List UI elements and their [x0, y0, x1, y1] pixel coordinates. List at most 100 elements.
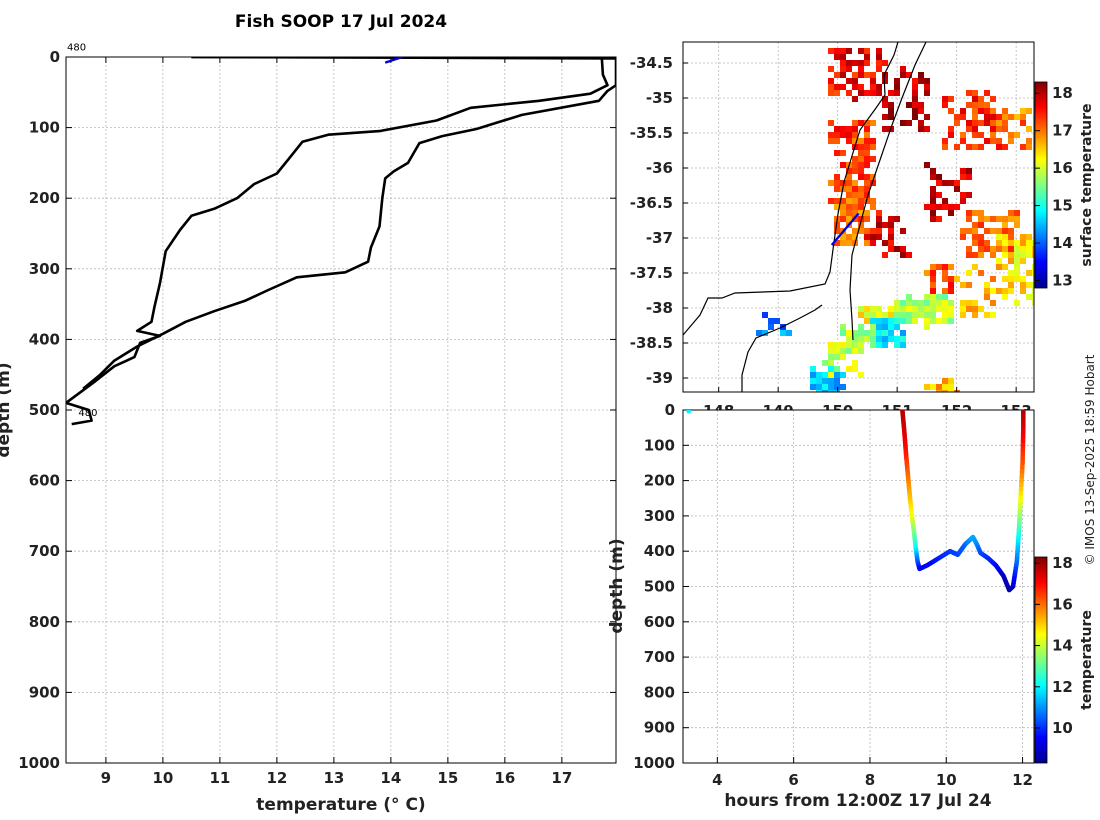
- sst-cell: [870, 138, 876, 144]
- sst-cell: [1002, 126, 1008, 132]
- sst-cell: [936, 204, 942, 210]
- sst-cell: [948, 390, 954, 392]
- sst-cell: [834, 384, 840, 390]
- sst-cell: [858, 336, 864, 342]
- sst-cell: [972, 144, 978, 150]
- x-tick-label: 4: [712, 771, 722, 789]
- sst-cell: [960, 174, 966, 180]
- section-series: [686, 410, 1026, 593]
- sst-cell: [768, 318, 774, 324]
- y-tick-label: 800: [644, 683, 675, 701]
- sst-cell: [882, 318, 888, 324]
- sst-cell: [960, 312, 966, 318]
- sst-cell: [852, 72, 858, 78]
- sst-cell: [912, 300, 918, 306]
- sst-cell: [960, 132, 966, 138]
- sst-cell: [1026, 138, 1032, 144]
- sst-cell: [858, 342, 864, 348]
- sst-cell: [1014, 216, 1020, 222]
- sst-cell: [984, 216, 990, 222]
- sst-cell: [876, 312, 882, 318]
- sst-cell: [966, 270, 972, 276]
- sst-cell: [960, 198, 966, 204]
- sst-cell: [834, 72, 840, 78]
- sst-cell: [858, 228, 864, 234]
- sst-cell: [828, 366, 834, 372]
- lat-tick-label: -37: [646, 229, 673, 247]
- sst-cell: [846, 210, 852, 216]
- sst-cell: [846, 186, 852, 192]
- sst-cell: [846, 78, 852, 84]
- sst-cell: [858, 222, 864, 228]
- sst-cell: [858, 324, 864, 330]
- sst-cell: [876, 216, 882, 222]
- sst-cell: [918, 78, 924, 84]
- colorbar-tick-label: 18: [1052, 84, 1073, 102]
- sst-cell: [840, 384, 846, 390]
- sst-cell: [846, 174, 852, 180]
- y-tick-label: 300: [644, 507, 675, 525]
- sst-cell: [1020, 234, 1026, 240]
- sst-cell: [852, 96, 858, 102]
- sst-cell: [924, 384, 930, 390]
- sst-cell: [948, 126, 954, 132]
- sst-cell: [978, 144, 984, 150]
- colorbar-tick-label: 15: [1052, 197, 1073, 215]
- sst-cell: [924, 294, 930, 300]
- section-ticks: 4 6 8 10 12 0 100 200 300 400 500 600 700 800 900 1000: [633, 401, 1033, 789]
- y-tick-label: 700: [644, 648, 675, 666]
- sst-cell: [996, 138, 1002, 144]
- sst-cell: [864, 312, 870, 318]
- sst-cell: [1020, 120, 1026, 126]
- lat-tick-label: -39: [646, 369, 673, 387]
- sst-cell: [840, 210, 846, 216]
- sst-cell: [846, 330, 852, 336]
- sst-cell: [876, 234, 882, 240]
- sst-cell: [840, 132, 846, 138]
- sst-cell: [1008, 138, 1014, 144]
- sst-cell: [1026, 126, 1032, 132]
- sst-cell: [912, 114, 918, 120]
- sst-cell: [1002, 114, 1008, 120]
- x-tick-label: 12: [1012, 771, 1033, 789]
- sst-cell: [1008, 270, 1014, 276]
- sst-cell: [1014, 114, 1020, 120]
- x-tick-label: 6: [788, 771, 798, 789]
- sst-colorbar: [1034, 81, 1048, 289]
- colorbar-tick-label: 16: [1052, 595, 1073, 613]
- profile-panel: 9 10 11 12 13 14 15 16 17 0 100 200 300 400 500 600 700 8…: [0, 42, 617, 815]
- sst-cell: [1020, 288, 1026, 294]
- sst-cell: [990, 252, 996, 258]
- sst-cell: [912, 318, 918, 324]
- sst-cell: [870, 342, 876, 348]
- sst-cell: [870, 228, 876, 234]
- sst-cell: [1014, 258, 1020, 264]
- y-tick-label: 800: [29, 613, 60, 631]
- chart-title: Fish SOOP 17 Jul 2024: [235, 12, 447, 32]
- credit-text: © IMOS 13-Sep-2025 18:59 Hobart: [1083, 354, 1097, 565]
- sst-cell: [882, 126, 888, 132]
- sst-cell: [774, 318, 780, 324]
- sst-cell: [870, 72, 876, 78]
- sst-cell: [936, 180, 942, 186]
- sst-cell: [1008, 282, 1014, 288]
- sst-cell: [930, 168, 936, 174]
- temperature-colorbar: [1034, 556, 1048, 764]
- sst-cell: [870, 84, 876, 90]
- sst-cell: [846, 60, 852, 66]
- sst-cell: [828, 354, 834, 360]
- sst-cell: [876, 210, 882, 216]
- coastline: [683, 42, 899, 336]
- x-tick-label: 13: [323, 769, 344, 787]
- x-tick-label: 10: [936, 771, 957, 789]
- sst-cell: [840, 66, 846, 72]
- sst-cell: [852, 342, 858, 348]
- sst-cell: [852, 156, 858, 162]
- sst-cell: [888, 228, 894, 234]
- sst-cell: [852, 198, 858, 204]
- sst-cell: [864, 126, 870, 132]
- sst-cell: [1008, 132, 1014, 138]
- sst-cell: [1008, 288, 1014, 294]
- sst-cell: [966, 282, 972, 288]
- sst-cell: [858, 210, 864, 216]
